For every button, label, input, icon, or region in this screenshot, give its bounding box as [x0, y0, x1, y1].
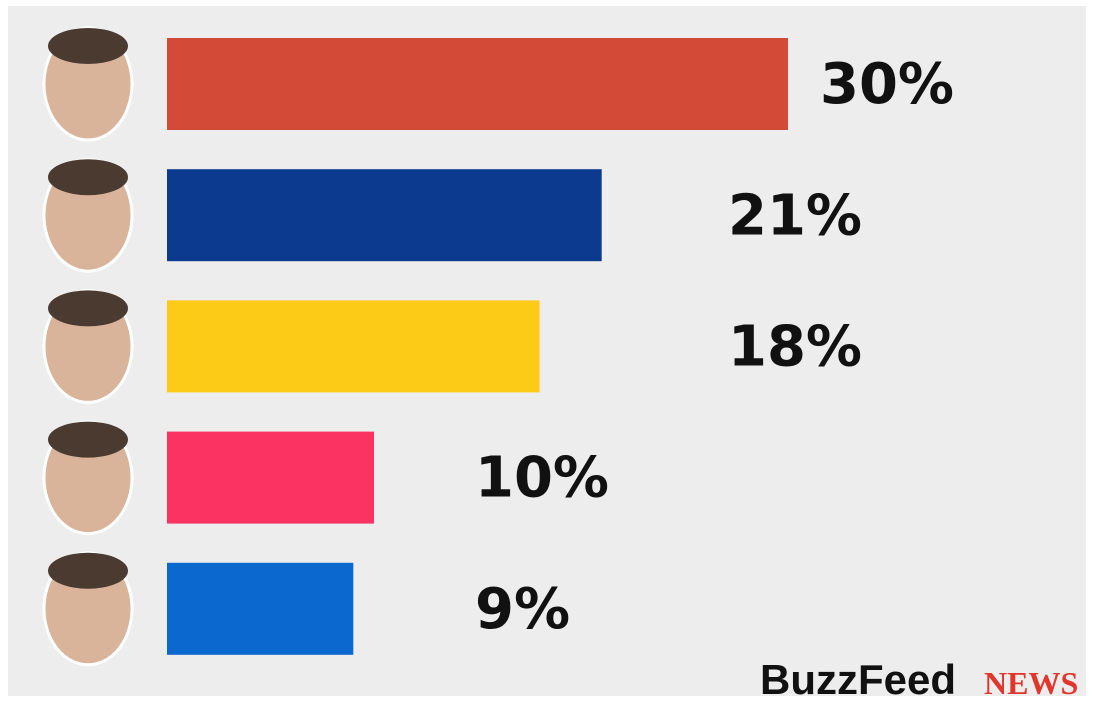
brand-name: BuzzFeed — [760, 656, 956, 702]
brand-suffix: NEWS — [984, 665, 1078, 701]
bar — [167, 300, 540, 393]
hair — [48, 290, 128, 327]
bar — [167, 169, 602, 262]
value-label: 9% — [475, 577, 570, 642]
value-label: 10% — [475, 446, 609, 511]
bar — [167, 38, 788, 130]
bar — [167, 431, 374, 524]
value-label: 21% — [728, 183, 862, 248]
hair — [48, 421, 128, 458]
hair — [48, 28, 128, 64]
value-label: 18% — [728, 315, 862, 380]
bar — [167, 562, 354, 655]
hair — [48, 552, 128, 589]
value-label: 30% — [820, 52, 954, 117]
hair — [48, 159, 128, 196]
